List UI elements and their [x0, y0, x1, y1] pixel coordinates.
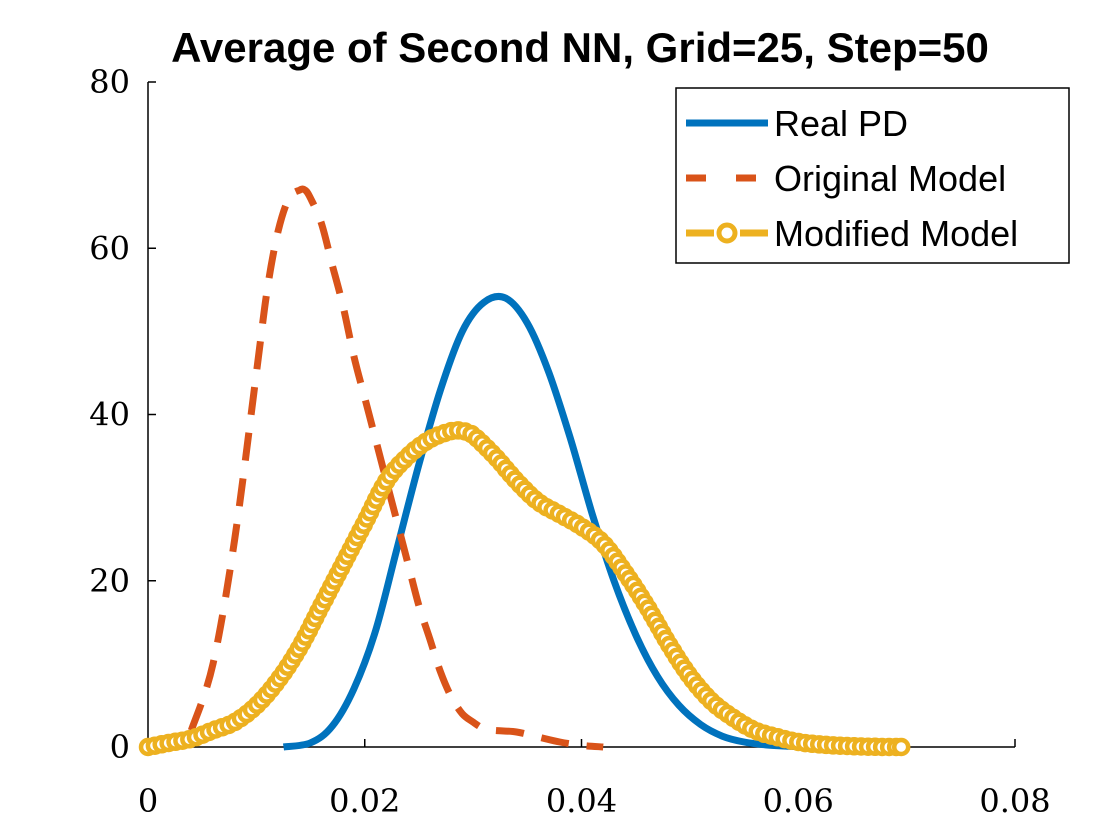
x-tick-label: 0.04 — [546, 782, 617, 820]
series-marker-modified-model — [891, 737, 911, 757]
series-layer — [138, 185, 911, 757]
legend-marker-modified-model — [716, 222, 738, 244]
series-line-real-pd — [282, 292, 810, 751]
legend: Real PD Original Model Modified Model — [675, 87, 1070, 264]
axes: 0 0.02 0.04 0.06 0.08 0 20 40 60 80 — [89, 63, 1050, 820]
legend-label-real-pd: Real PD — [774, 103, 908, 144]
x-tick-label: 0.02 — [329, 782, 400, 820]
chart-title: Average of Second NN, Grid=25, Step=50 — [171, 24, 989, 71]
y-tick-label: 40 — [89, 396, 130, 434]
x-tick-label: 0 — [138, 782, 158, 820]
y-tick-label: 20 — [89, 562, 130, 600]
x-tick-label: 0.06 — [763, 782, 834, 820]
y-tick-label: 60 — [89, 229, 130, 267]
legend-label-modified-model: Modified Model — [774, 213, 1018, 254]
x-tick-label: 0.08 — [979, 782, 1050, 820]
legend-label-original-model: Original Model — [774, 158, 1006, 199]
y-tick-label: 0 — [110, 728, 130, 766]
y-tick-label: 80 — [89, 63, 130, 101]
